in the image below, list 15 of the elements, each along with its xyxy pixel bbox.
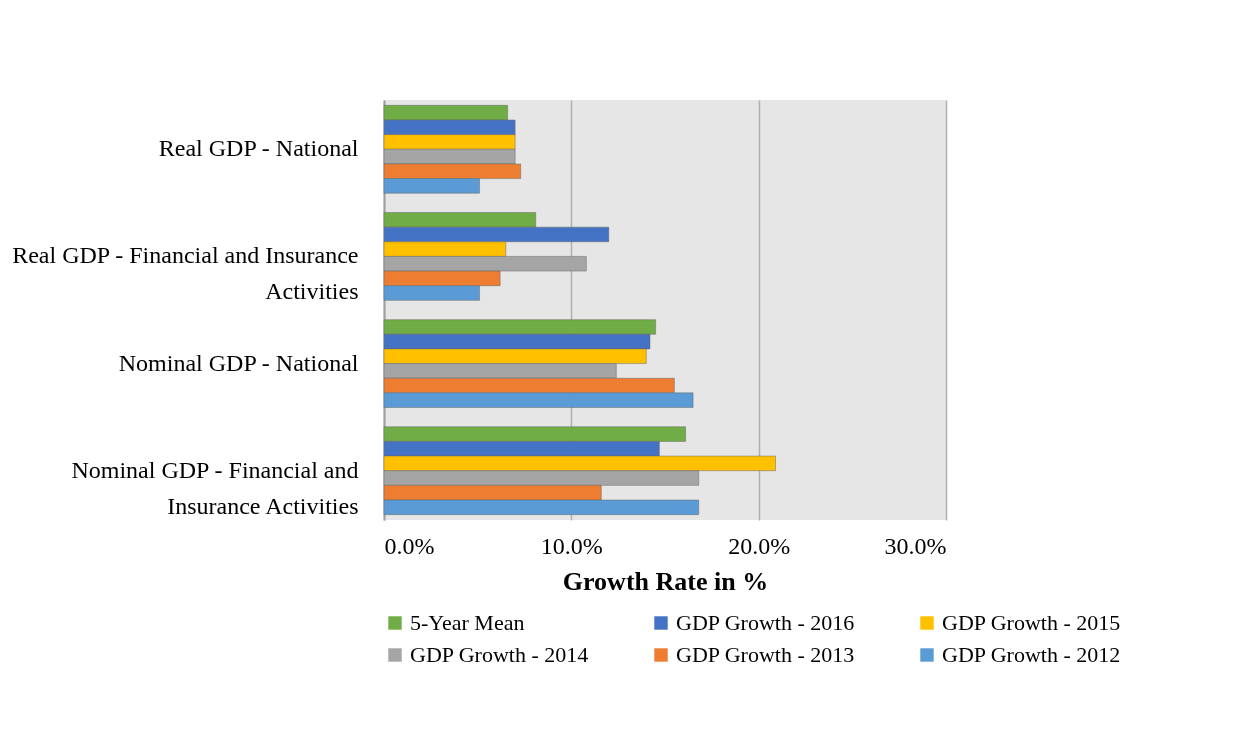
legend-label: GDP Growth - 2013 <box>676 642 855 667</box>
x-tick-label: 20.0% <box>728 532 791 559</box>
y-tick-label: Real GDP - National <box>158 135 359 162</box>
legend-label: 5-Year Mean <box>410 610 525 635</box>
x-axis-title: Growth Rate in % <box>562 566 769 596</box>
legend-label: GDP Growth - 2015 <box>942 610 1121 635</box>
y-tick-label: Nominal GDP - Financial and Insurance Activities <box>71 456 359 519</box>
x-tick-label: 0.0% <box>384 532 435 559</box>
legend-label: GDP Growth - 2012 <box>942 642 1121 667</box>
x-tick-label: 10.0% <box>540 532 603 559</box>
y-tick-label: Real GDP - Financial and Insurance Activities <box>12 242 359 305</box>
legend-label: GDP Growth - 2016 <box>676 610 855 635</box>
y-tick-label: Nominal GDP - National <box>118 349 359 376</box>
x-tick-label: 30.0% <box>884 532 947 559</box>
legend-label: GDP Growth - 2014 <box>410 642 589 667</box>
